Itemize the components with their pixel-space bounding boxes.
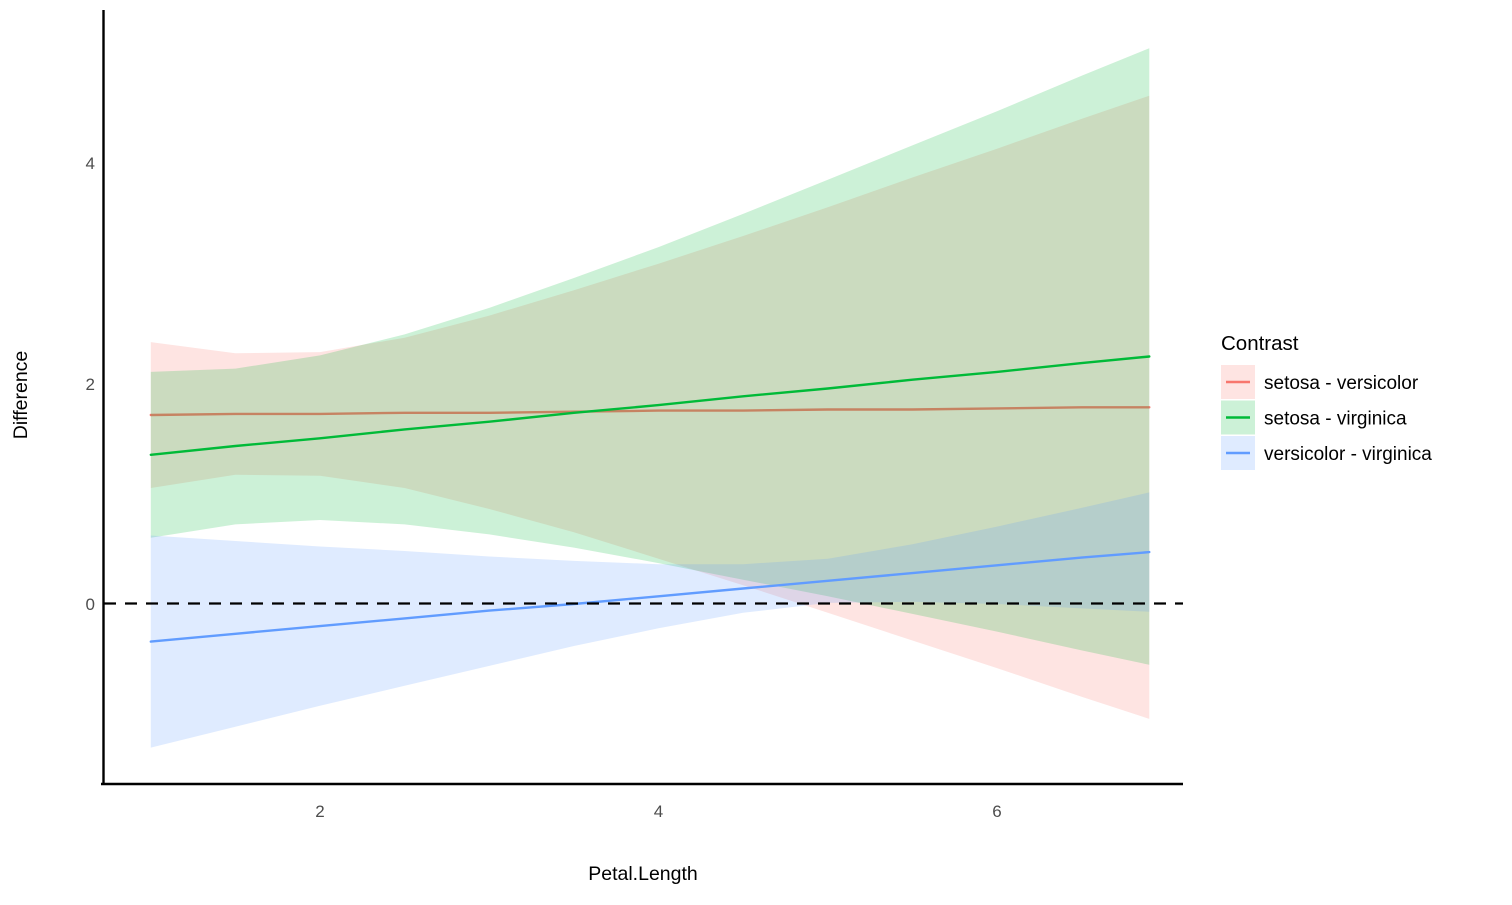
legend-label: setosa - versicolor [1264, 373, 1419, 394]
x-tick-label-2: 2 [315, 802, 324, 821]
x-tick-label-6: 6 [992, 802, 1001, 821]
y-tick-label-2: 2 [86, 375, 95, 394]
legend-label: setosa - virginica [1264, 409, 1407, 430]
y-tick-label-0: 0 [86, 595, 95, 614]
x-axis-title: Petal.Length [588, 863, 698, 885]
line-setosa-versicolor [149, 406, 1151, 417]
legend-title: Contrast [1221, 332, 1299, 355]
line-versicolor-virginica [149, 550, 1151, 643]
legend-label: versicolor - virginica [1264, 444, 1432, 465]
legend-entry: setosa - virginica [1221, 400, 1407, 435]
plot-panel [104, 10, 1183, 784]
y-tick-label-4: 4 [86, 154, 95, 173]
series-layer [149, 48, 1151, 748]
y-axis-title: Difference [10, 351, 32, 440]
x-tick-label-4: 4 [654, 802, 663, 821]
ribbon-versicolor-virginica [150, 492, 1150, 748]
line-setosa-virginica [149, 355, 1151, 456]
ribbon-setosa-versicolor [150, 95, 1150, 719]
legend-entry: setosa - versicolor [1221, 365, 1419, 399]
legend: Contrast setosa - versicolor setosa - vi… [1221, 332, 1432, 470]
legend-entry: versicolor - virginica [1221, 436, 1432, 470]
ribbon-setosa-virginica [150, 48, 1150, 665]
